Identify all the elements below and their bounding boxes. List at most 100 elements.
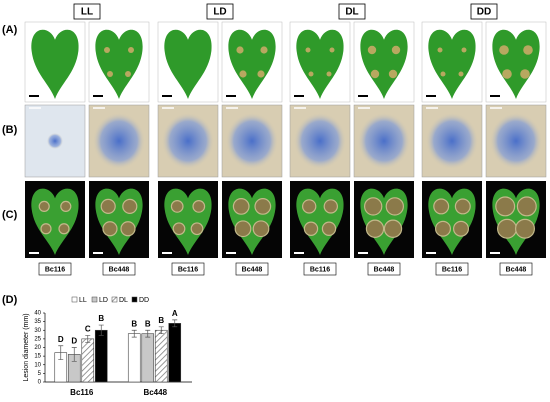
lesion <box>236 46 244 54</box>
lesion <box>433 198 450 215</box>
lesion <box>125 71 131 77</box>
y-tick-label: 0 <box>38 380 42 386</box>
panel-label: (A) <box>2 24 18 36</box>
lesion <box>391 45 401 55</box>
error-bar <box>58 345 64 360</box>
bar <box>127 333 141 383</box>
lesion <box>302 199 317 214</box>
lesion <box>516 196 537 217</box>
bar <box>94 329 108 383</box>
stain <box>358 113 410 169</box>
lesion <box>495 196 516 217</box>
stain <box>162 113 214 169</box>
sample-label: Bc116 <box>45 266 65 273</box>
lesion <box>367 45 377 55</box>
y-tick-label: 10 <box>34 362 41 368</box>
panel-label: (B) <box>2 124 18 136</box>
lesion <box>440 71 446 77</box>
lesion <box>60 200 72 213</box>
panel-label: (C) <box>2 209 18 221</box>
lesion <box>192 200 206 213</box>
leaf <box>164 29 212 99</box>
y-tick-label: 35 <box>34 319 41 325</box>
lesion <box>502 69 512 79</box>
stain <box>294 113 346 169</box>
sample-box <box>235 262 269 276</box>
lesion <box>172 222 186 236</box>
sample-label: Bc116 <box>310 266 330 273</box>
lesion <box>104 47 110 53</box>
lesion <box>252 220 270 238</box>
lesion <box>370 69 380 79</box>
leaf <box>296 29 344 99</box>
lesion <box>514 218 535 239</box>
header-box <box>338 3 366 20</box>
error-bar <box>131 329 137 338</box>
lesion <box>365 219 385 238</box>
sample-label: Bc448 <box>374 266 395 273</box>
lesion <box>523 45 533 55</box>
legend-swatch <box>111 296 118 303</box>
significance-letter: D <box>58 335 64 344</box>
significance-letter: B <box>145 319 151 328</box>
lesion <box>120 221 136 237</box>
y-tick-label: 20 <box>34 345 41 351</box>
lesion <box>383 219 403 238</box>
stain <box>47 133 63 149</box>
lesion <box>232 198 250 215</box>
stain <box>490 113 542 169</box>
sample-label: Bc448 <box>242 266 263 273</box>
legend-swatch <box>71 296 78 303</box>
error-bar <box>98 324 104 336</box>
stain <box>426 113 478 169</box>
lesion <box>100 198 116 215</box>
bar <box>81 338 95 383</box>
lesion <box>107 71 113 77</box>
lesion <box>170 200 184 213</box>
bar <box>141 333 155 383</box>
leaf <box>428 29 476 99</box>
panel-label: (D) <box>2 294 18 306</box>
sample-label: Bc116 <box>178 266 198 273</box>
lesion <box>58 223 70 235</box>
lesion <box>234 220 252 238</box>
stain <box>226 113 278 169</box>
sample-label: Bc448 <box>109 266 130 273</box>
sample-label: Bc448 <box>506 266 527 273</box>
legend-label: LL <box>79 297 87 304</box>
lesion <box>435 220 452 237</box>
column-header: DL <box>345 7 358 18</box>
lesion <box>385 197 404 216</box>
leaf <box>31 29 79 99</box>
sample-box <box>38 262 72 276</box>
lesion <box>190 222 204 236</box>
legend-label: LD <box>99 297 108 304</box>
sample-box <box>367 262 401 276</box>
lesion <box>321 221 337 236</box>
bar <box>154 329 168 383</box>
lesion <box>323 199 338 214</box>
column-header: DD <box>477 7 491 18</box>
y-tick-label: 40 <box>34 311 41 317</box>
error-bar <box>158 326 164 335</box>
bar <box>168 323 182 383</box>
lesion <box>326 71 332 77</box>
legend-label: DD <box>139 297 149 304</box>
significance-letter: A <box>172 309 178 318</box>
error-bar <box>85 335 91 343</box>
sample-box <box>171 262 205 276</box>
y-tick-label: 15 <box>34 354 41 360</box>
sample-box <box>303 262 337 276</box>
stain <box>93 113 145 169</box>
error-bar <box>145 329 151 338</box>
lesion <box>453 220 470 237</box>
lesion <box>303 221 319 236</box>
lesion <box>102 221 118 237</box>
lesion <box>239 70 247 78</box>
lesion <box>497 218 518 239</box>
significance-letter: B <box>131 319 137 328</box>
lesion <box>458 71 464 77</box>
lesion <box>122 198 138 215</box>
column-header: LD <box>213 7 226 18</box>
